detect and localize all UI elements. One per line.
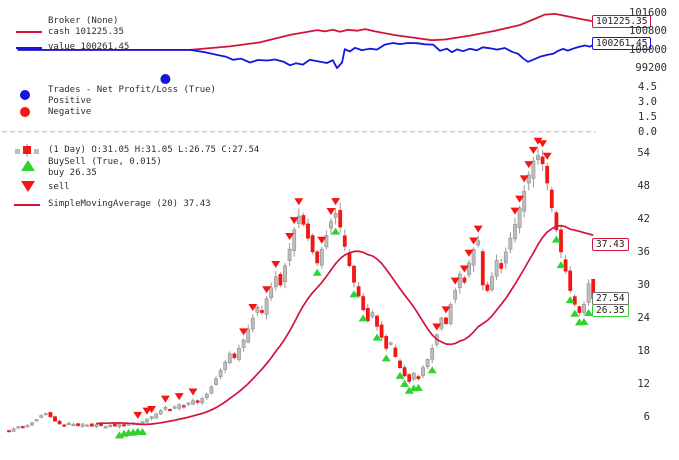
- buy-triangle-icon: [21, 160, 35, 171]
- price-legend-sell: sell: [48, 182, 70, 192]
- price-y-tick-label: 24: [637, 312, 650, 325]
- broker-legend-cash: cash 101225.35: [48, 27, 124, 37]
- price-y-tick-label: 6: [643, 411, 650, 424]
- value-line-swatch-icon: [16, 47, 42, 49]
- candle-icon: [15, 144, 39, 157]
- sma-value-tag: 37.43: [592, 237, 629, 251]
- trades-y-tick-label: 1.5: [638, 110, 657, 123]
- price-y-tick-label: 42: [637, 212, 650, 225]
- broker-y-tick-label: 100000: [629, 43, 667, 56]
- price-y-tick-label: 48: [637, 179, 650, 192]
- trades-legend-positive: Positive: [48, 96, 92, 106]
- cash-line-swatch-icon: [16, 31, 42, 33]
- cash-value-tag: 101225.35: [592, 15, 652, 29]
- sell-triangle-icon: [21, 181, 35, 192]
- trades-legend-title: Trades - Net Profit/Loss (True): [48, 85, 216, 95]
- candles-layer: [7, 147, 596, 433]
- price-y-tick-label: 30: [637, 279, 650, 291]
- signal-markers: [114, 137, 594, 439]
- price-legend-buysell: BuySell (True, 0.015): [48, 157, 162, 167]
- trades-legend-negative: Negative: [48, 107, 92, 117]
- close-price-tag: 27.54: [592, 292, 629, 306]
- price-y-tick-label: 36: [637, 245, 650, 258]
- price-legend-ohlc: (1 Day) O:31.05 H:31.05 L:26.75 C:27.54: [48, 145, 260, 155]
- broker-legend-value: value 100261.45: [48, 42, 130, 52]
- price-y-tick-label: 12: [637, 378, 650, 391]
- trades-y-tick-label: 4.5: [638, 81, 657, 93]
- broker-legend-title: Broker (None): [48, 16, 119, 26]
- broker-lines: [17, 12, 596, 69]
- price-legend-sma: SimpleMovingAverage (20) 37.43: [48, 199, 211, 209]
- broker-y-tick-label: 101600: [629, 7, 667, 19]
- trade-dots: [160, 74, 171, 85]
- price-y-tick-label: 18: [637, 345, 650, 358]
- sma-line: [96, 224, 594, 426]
- sma-line-swatch-icon: [14, 204, 40, 206]
- broker-y-tick-label: 99200: [635, 62, 667, 75]
- trades-y-tick-label: 0.0: [638, 125, 657, 138]
- positive-dot-icon: [20, 90, 30, 100]
- price-y-tick-label: 54: [637, 146, 650, 159]
- price-legend-buy: buy 26.35: [48, 168, 97, 178]
- broker-value-tag: 100261.45: [592, 37, 652, 51]
- trades-y-tick-label: 3.0: [638, 95, 657, 108]
- negative-dot-icon: [20, 107, 30, 117]
- broker-y-tick-label: 100800: [629, 25, 667, 38]
